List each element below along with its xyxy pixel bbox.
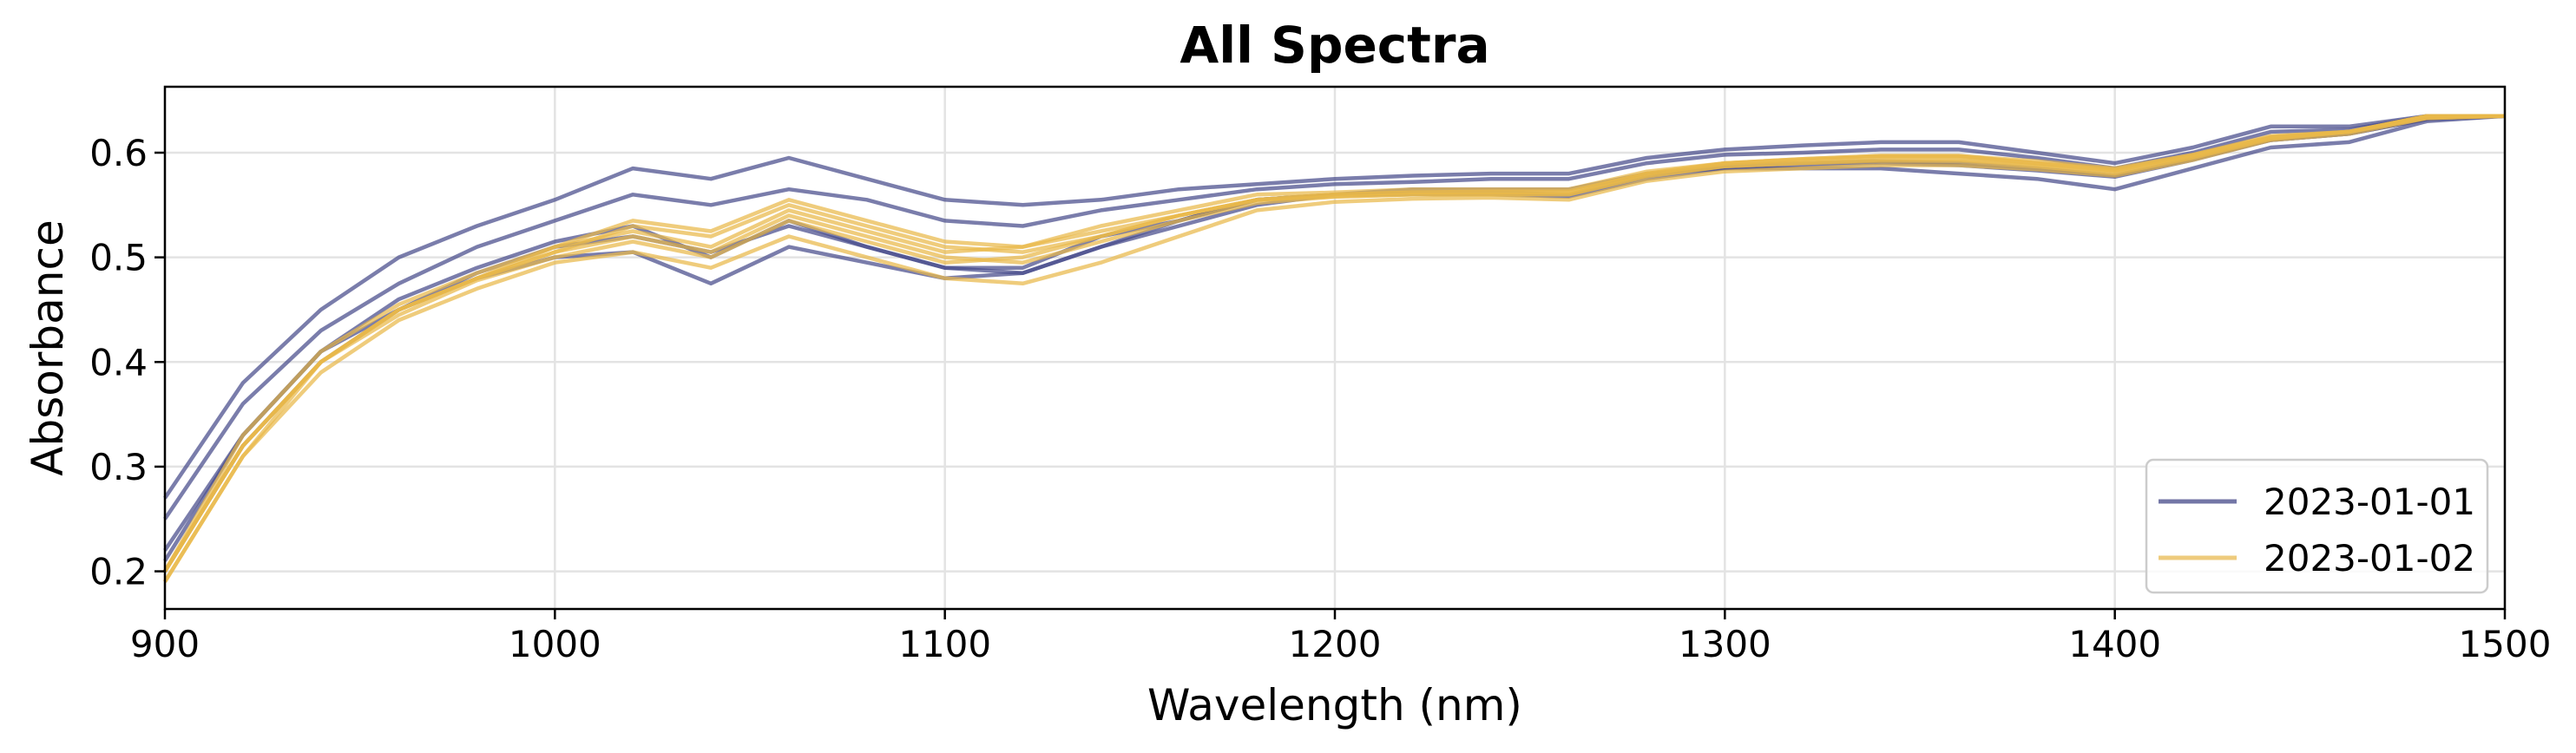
- legend-label-2023-01-01: 2023-01-01: [2264, 481, 2475, 523]
- plot-area: [163, 114, 2506, 583]
- y-axis: 0.2 0.3 0.4 0.5 0.6: [89, 132, 165, 593]
- legend: 2023-01-01 2023-01-02: [2145, 458, 2489, 594]
- spectrum-line-2023-01-02: [163, 114, 2505, 573]
- x-tick-label: 1200: [1289, 623, 1382, 665]
- x-tick-label: 1300: [1679, 623, 1771, 665]
- x-axis: 900 1000 1100 1200 1300 1400 1500: [130, 609, 2552, 665]
- legend-label-2023-01-02: 2023-01-02: [2264, 537, 2475, 579]
- x-tick-label: 1100: [898, 623, 991, 665]
- x-tick-label: 1500: [2459, 623, 2552, 665]
- spectrum-line-2023-01-02: [163, 114, 2506, 583]
- y-tick-label: 0.2: [89, 551, 148, 593]
- spectrum-line-2023-01-01: [163, 114, 2505, 500]
- x-tick-label: 1000: [509, 623, 601, 665]
- y-tick-label: 0.4: [89, 341, 148, 383]
- y-axis-label: Absorbance: [23, 219, 73, 475]
- y-tick-label: 0.6: [89, 132, 148, 174]
- x-tick-label: 1400: [2068, 623, 2161, 665]
- x-axis-label: Wavelength (nm): [1147, 680, 1522, 730]
- y-tick-label: 0.3: [89, 446, 148, 488]
- chart-title: All Spectra: [1180, 16, 1489, 75]
- y-tick-label: 0.5: [89, 237, 148, 279]
- x-tick-label: 900: [130, 623, 200, 665]
- spectrum-line-2023-01-02: [163, 114, 2506, 573]
